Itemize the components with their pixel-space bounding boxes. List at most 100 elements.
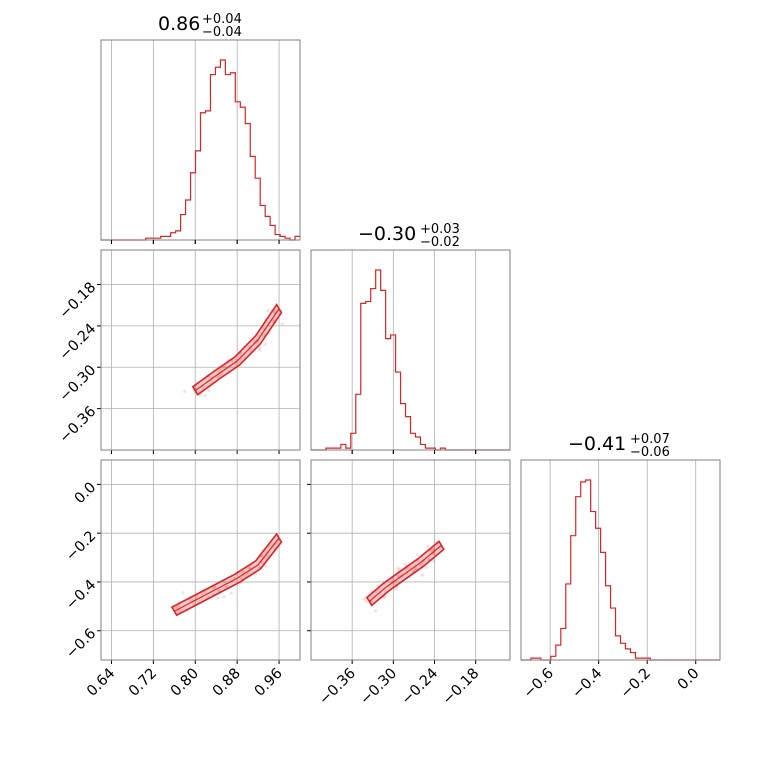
- x-tick-label-param-1-2: −0.24: [399, 666, 442, 709]
- scatter-point-p2_vs_p1-49: [364, 599, 368, 604]
- title-param-1-plus: +0.03: [420, 222, 460, 237]
- panel-frame-2-0: [100, 459, 301, 661]
- scatter-point-p1_vs_p0-46: [201, 385, 205, 390]
- scatter-point-p2_vs_p1-69: [431, 548, 435, 552]
- contour-inner-p1_vs_p0: [194, 308, 280, 392]
- scatter-point-p2_vs_p0-26: [264, 550, 268, 554]
- scatter-point-p2_vs_p1-15: [415, 553, 420, 557]
- y-tick-label-param-2-1: −0.4: [63, 577, 99, 613]
- scatter-point-p2_vs_p0-66: [181, 591, 185, 595]
- scatter-point-p2_vs_p1-41: [412, 568, 416, 572]
- scatter-point-p2_vs_p0-64: [217, 589, 221, 593]
- scatter-point-p2_vs_p1-23: [396, 574, 400, 578]
- contour-inner-p2_vs_p1: [368, 544, 442, 602]
- scatter-point-p1_vs_p0-34: [266, 309, 270, 313]
- scatter-point-p2_vs_p0-43: [225, 584, 229, 588]
- panel-frame-1-1: [310, 249, 511, 451]
- x-tick-label-param-2-2: −0.2: [618, 666, 654, 702]
- histogram-param-1: [311, 269, 510, 451]
- scatter-point-p1_vs_p0-51: [271, 319, 275, 323]
- scatter-point-p2_vs_p1-58: [432, 547, 436, 551]
- title-param-0-minus: −0.04: [202, 25, 242, 40]
- scatter-point-p1_vs_p0-28: [207, 388, 211, 392]
- scatter-point-p2_vs_p0-39: [203, 590, 207, 594]
- scatter-point-p2_vs_p0-57: [254, 572, 258, 576]
- x-tick-label-param-0-2: 0.80: [168, 666, 202, 700]
- contour-inner-p2_vs_p0: [174, 537, 280, 612]
- title-param-0-plus: +0.04: [202, 12, 242, 27]
- scatter-point-p2_vs_p1-17: [419, 564, 423, 568]
- scatter-point-p2_vs_p0-9: [240, 571, 244, 575]
- scatter-point-p2_vs_p0-34: [179, 608, 183, 612]
- scatter-point-p1_vs_p0-33: [220, 373, 224, 377]
- scatter-point-p1_vs_p0-2: [252, 338, 256, 343]
- contour-p2_vs_p0: [170, 532, 283, 617]
- title-param-2-plus: +0.07: [630, 432, 670, 447]
- scatter-point-p2_vs_p0-54: [177, 604, 181, 608]
- y-tick-label-param-2-0: −0.6: [63, 626, 99, 662]
- scatter-point-p2_vs_p1-53: [409, 565, 413, 569]
- scatter-point-p2_vs_p0-47: [267, 545, 272, 549]
- scatter-point-p1_vs_p0-20: [263, 342, 268, 346]
- scatter-point-p2_vs_p1-40: [420, 573, 425, 577]
- contour-p1_vs_p0: [191, 303, 283, 396]
- scatter-point-p1_vs_p0-8: [256, 333, 260, 338]
- panel-frame-2-1: [310, 459, 511, 661]
- scatter-point-p1_vs_p0-1: [238, 353, 242, 357]
- scatter-point-p2_vs_p0-20: [200, 592, 204, 596]
- x-tick-label-param-1-1: −0.30: [357, 666, 400, 709]
- scatter-point-p2_vs_p0-62: [239, 576, 243, 580]
- scatter-point-p2_vs_p0-4: [261, 560, 265, 565]
- scatter-point-p1_vs_p0-9: [238, 360, 242, 364]
- scatter-point-p2_vs_p0-68: [222, 595, 226, 599]
- scatter-point-p2_vs_p0-3: [217, 588, 221, 593]
- scatter-point-p2_vs_p1-35: [377, 588, 381, 592]
- scatter-point-p2_vs_p1-54: [424, 566, 428, 570]
- scatter-point-p2_vs_p1-55: [426, 545, 430, 549]
- x-tick-label-param-2-3: 0.0: [675, 666, 703, 694]
- scatter-point-p1_vs_p0-21: [194, 385, 198, 390]
- scatter-point-p1_vs_p0-7: [217, 369, 221, 374]
- scatter-point-p2_vs_p1-66: [370, 600, 374, 604]
- scatter-point-p2_vs_p0-8: [229, 591, 233, 595]
- x-tick-label-param-2-1: −0.4: [569, 666, 605, 702]
- title-param-1-minus: −0.02: [420, 235, 460, 250]
- scatter-point-p2_vs_p1-38: [406, 566, 410, 570]
- scatter-point-p2_vs_p1-51: [394, 587, 398, 591]
- scatter-point-p2_vs_p0-50: [211, 587, 215, 591]
- scatter-point-p2_vs_p0-16: [248, 565, 252, 570]
- scatter-point-p1_vs_p0-42: [203, 394, 207, 398]
- scatter-point-p2_vs_p0-36: [212, 585, 217, 589]
- y-tick-label-param-2-2: −0.2: [63, 528, 99, 564]
- x-tick-label-param-1-0: −0.36: [316, 666, 359, 709]
- scatter-point-p2_vs_p1-43: [432, 552, 436, 556]
- title-param-2-minus: −0.06: [630, 445, 670, 460]
- scatter-point-p2_vs_p1-4: [397, 567, 402, 571]
- scatter-point-p2_vs_p1-31: [396, 566, 400, 571]
- scatter-point-p1_vs_p0-63: [280, 322, 284, 326]
- panel-frame-1-0: [100, 249, 301, 451]
- title-param-0: 0.86: [158, 13, 200, 35]
- title-param-2: −0.41: [568, 433, 626, 455]
- scatter-point-p1_vs_p0-30: [216, 374, 221, 378]
- scatter-point-p2_vs_p0-19: [261, 554, 265, 558]
- x-tick-label-param-2-0: −0.6: [521, 666, 557, 702]
- scatter-point-p2_vs_p1-28: [432, 559, 436, 563]
- x-tick-label-param-0-4: 0.96: [252, 666, 286, 700]
- scatter-point-p2_vs_p0-22: [243, 574, 247, 578]
- y-tick-label-param-1-2: −0.24: [57, 321, 100, 364]
- scatter-point-p2_vs_p0-1: [175, 605, 179, 609]
- scatter-point-p1_vs_p0-66: [261, 326, 265, 330]
- scatter-point-p1_vs_p0-19: [272, 318, 276, 322]
- y-tick-label-param-2-3: 0.0: [72, 479, 100, 507]
- histogram-param-0: [101, 59, 300, 241]
- x-tick-label-param-0-0: 0.64: [84, 666, 118, 700]
- panel-frame-2-2: [520, 459, 721, 661]
- x-tick-label-param-1-3: −0.18: [440, 666, 483, 709]
- histogram-param-2: [521, 479, 720, 661]
- scatter-point-p2_vs_p0-61: [245, 573, 249, 577]
- y-tick-label-param-1-0: −0.36: [57, 404, 100, 447]
- scatter-point-p2_vs_p0-10: [241, 570, 246, 574]
- scatter-point-p1_vs_p0-65: [257, 346, 262, 350]
